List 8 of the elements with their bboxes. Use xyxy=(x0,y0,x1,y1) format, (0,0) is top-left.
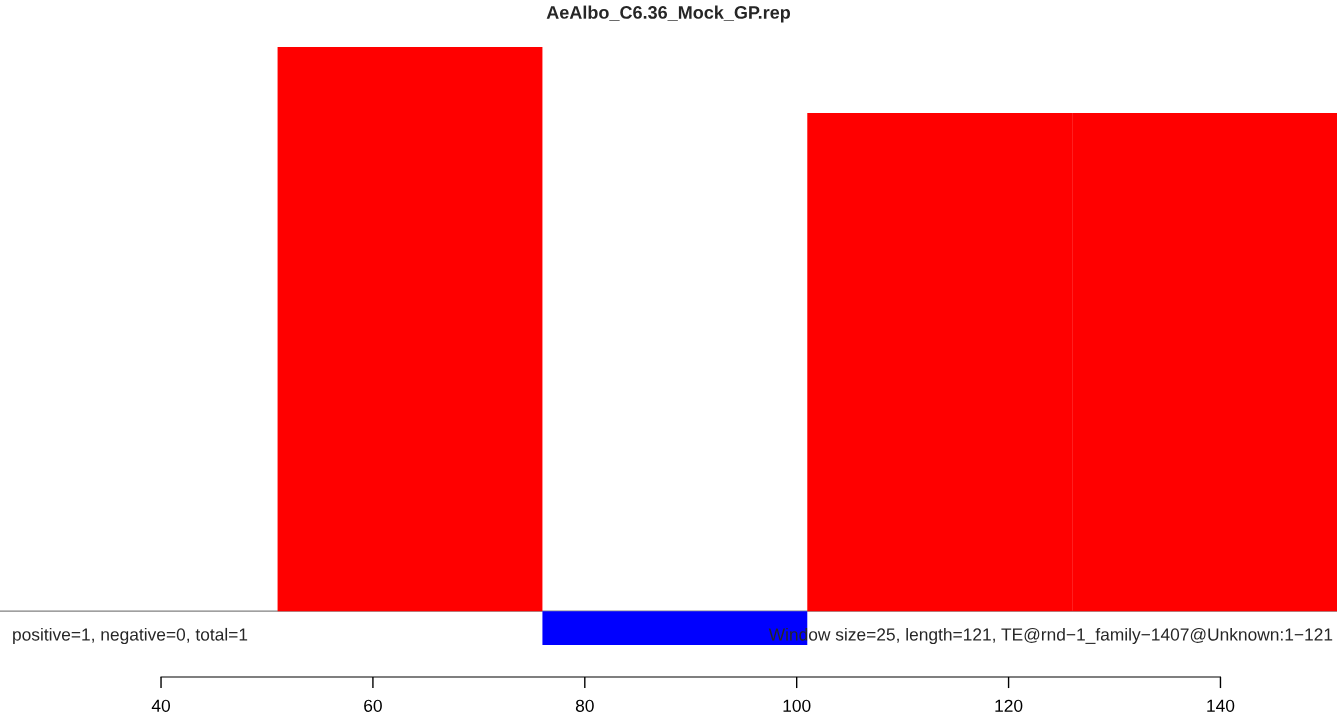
annotation: positive=1, negative=0, total=1 xyxy=(13,627,248,645)
chart-title: AeAlbo_C6.36_Mock_GP.rep xyxy=(546,5,791,23)
x-tick-label: 100 xyxy=(783,699,811,712)
x-tick-label: 40 xyxy=(151,699,171,712)
x-tick-label: 120 xyxy=(995,699,1023,712)
x-tick-label: 140 xyxy=(1207,699,1235,712)
x-tick-label: 60 xyxy=(364,699,382,712)
x-tick-label: 80 xyxy=(575,699,594,712)
